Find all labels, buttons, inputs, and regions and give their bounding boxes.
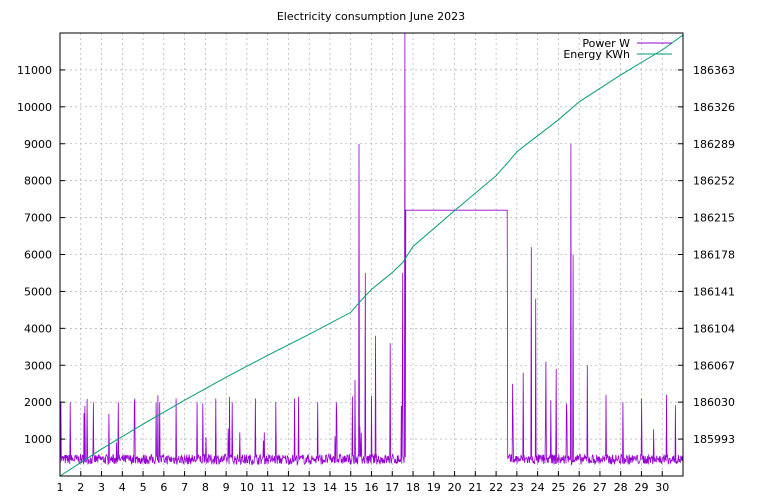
series-layer [59,32,684,477]
y-right-tick-label: 186178 [693,249,735,262]
y-right-tick-label: 186104 [693,322,735,335]
x-tick-label: 13 [302,481,316,494]
x-tick-label: 28 [614,481,628,494]
series-power-line [59,32,684,466]
x-tick-label: 25 [551,481,565,494]
y-left-tick-label: 9000 [24,138,52,151]
x-tick-label: 22 [489,481,503,494]
x-tick-label: 2 [77,481,84,494]
y-left-tick-label: 7000 [24,212,52,225]
x-tick-label: 17 [385,481,399,494]
y-left-tick-label: 8000 [24,175,52,188]
x-tick-label: 14 [323,481,337,494]
x-tick-label: 11 [261,481,275,494]
x-tick-label: 16 [365,481,379,494]
x-tick-label: 26 [572,481,586,494]
y-right-tick-label: 185993 [693,433,735,446]
x-tick-label: 5 [140,481,147,494]
x-tick-label: 9 [223,481,230,494]
x-tick-label: 6 [160,481,167,494]
x-tick-label: 23 [510,481,524,494]
y-right-tick-label: 186252 [693,175,735,188]
legend: Power W Energy KWh [563,37,672,61]
x-tick-label: 7 [181,481,188,494]
y-left-tick-label: 2000 [24,396,52,409]
y-right-tick-label: 186030 [693,396,735,409]
x-tick-label: 12 [281,481,295,494]
legend-label-power: Power W [582,37,630,50]
x-tick-label: 21 [468,481,482,494]
y-right-tick-label: 186141 [693,285,735,298]
y-right-tick-label: 186326 [693,101,735,114]
x-tick-label: 24 [531,481,545,494]
x-tick-label: 29 [634,481,648,494]
tick-layer: 1 2 3 4 5 6 7 8 9 10 11 12 13 14 15 16 17 18 19 20 21 22 23 24 2… [17,64,735,494]
y-left-tick-label: 11000 [17,64,52,77]
x-tick-label: 20 [448,481,462,494]
y-left-tick-label: 3000 [24,359,52,372]
x-tick-label: 3 [98,481,105,494]
x-tick-label: 18 [406,481,420,494]
y-left-tick-label: 5000 [24,285,52,298]
x-tick-label: 4 [119,481,126,494]
y-left-tick-label: 4000 [24,322,52,335]
y-right-tick-label: 186067 [693,359,735,372]
x-tick-label: 19 [427,481,441,494]
y-left-tick-label: 6000 [24,249,52,262]
x-tick-label: 15 [344,481,358,494]
y-right-tick-label: 186289 [693,138,735,151]
x-tick-label: 30 [655,481,669,494]
y-right-tick-label: 186363 [693,64,735,77]
y-right-tick-label: 186215 [693,212,735,225]
x-tick-label: 8 [202,481,209,494]
y-left-tick-label: 10000 [17,101,52,114]
series-energy-line [59,34,684,477]
chart-title: Electricity consumption June 2023 [277,10,465,23]
x-tick-label: 27 [593,481,607,494]
x-tick-label: 10 [240,481,254,494]
y-left-tick-label: 1000 [24,433,52,446]
x-tick-label: 1 [57,481,64,494]
legend-label-energy: Energy KWh [563,48,630,61]
